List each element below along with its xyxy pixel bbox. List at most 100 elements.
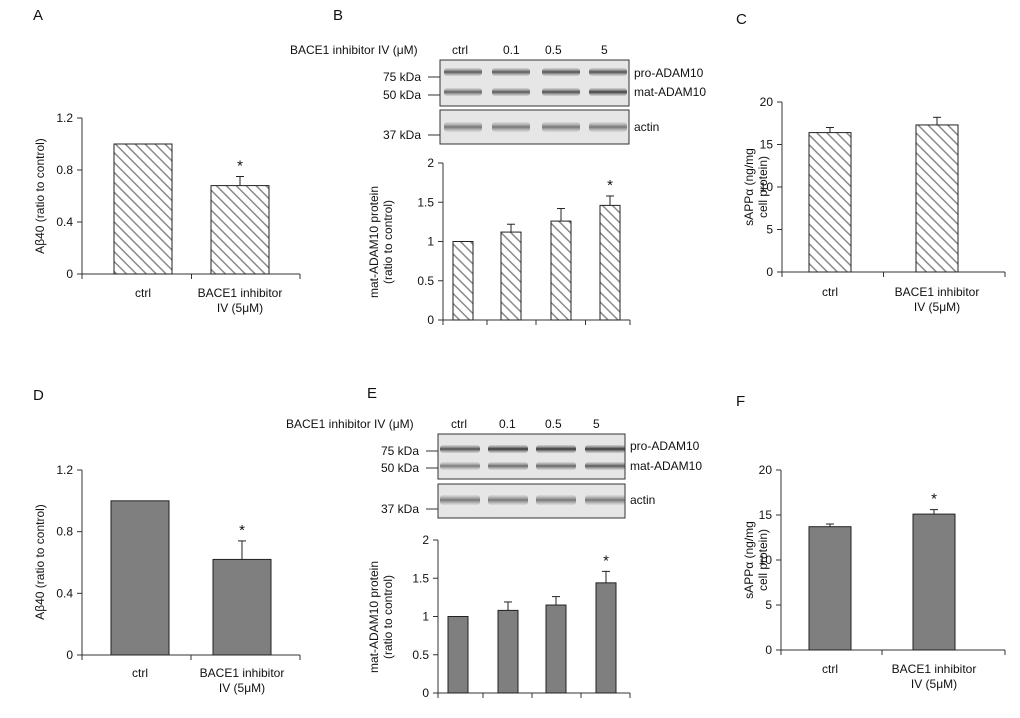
y-tick-label: 0.4	[56, 215, 73, 229]
category-label: BACE1 inhibitor IV (5μM)	[895, 285, 980, 314]
band-mat-adam10	[444, 88, 482, 96]
y-tick-label: 5	[765, 598, 772, 612]
blot-b-lane-5: 5	[601, 43, 608, 57]
chart-d: 0 0.4 0.8 1.2 ctrl * BACE1 inhibitor IV (5μM) Aβ…	[33, 463, 301, 695]
blot-b-lane-ctrl: ctrl	[452, 43, 468, 57]
significance-marker: *	[607, 177, 613, 194]
blot-e-lane-0-5: 0.5	[545, 417, 562, 431]
y-tick-label: 0	[66, 648, 73, 662]
y-axis-label: Aβ40 (ratio to control)	[33, 138, 47, 254]
blot-e-treatment-label: BACE1 inhibitor IV (μM)	[286, 417, 414, 431]
band-pro-adam10	[536, 445, 576, 453]
panel-label-a: A	[33, 7, 43, 24]
blot-b-adam10-membrane	[439, 59, 630, 107]
chart-e: 0 0.5 1 1.5 2 * mat-ADAM10 protein(ratio to co…	[367, 533, 631, 700]
y-tick-label: 5	[766, 223, 773, 237]
panel-label-e: E	[367, 385, 377, 402]
band-pro-adam10	[444, 68, 482, 76]
blot-b-marker-37: 37 kDa	[383, 128, 421, 142]
chart-b: 0 0.5 1 1.5 2 * mat-ADAM10 protein(ratio to co…	[367, 156, 631, 327]
western-blot-b: BACE1 inhibitor IV (μM) ctrl 0.1 0.5 5 7…	[290, 43, 706, 145]
bar	[212, 558, 272, 656]
y-tick-label: 0	[422, 686, 429, 700]
band-mat-adam10	[492, 88, 530, 96]
blot-b-lane-0-1: 0.1	[503, 43, 520, 57]
panel-label-b: B	[333, 7, 343, 24]
blot-e-band-pro-adam10: pro-ADAM10	[630, 439, 700, 453]
chart-a: 0 0.4 0.8 1.2 ctrl * BACE1 inhibitor IV (5μM) Aβ…	[33, 111, 301, 315]
blot-b-band-mat-adam10: mat-ADAM10	[634, 85, 706, 99]
category-label: ctrl	[132, 666, 148, 680]
y-tick-label: 0	[765, 643, 772, 657]
blot-b-marker-75: 75 kDa	[383, 70, 421, 84]
panel-label-d: D	[33, 387, 44, 404]
western-blot-e: BACE1 inhibitor IV (μM) ctrl 0.1 0.5 5 7…	[286, 417, 702, 519]
blot-e-lane-ctrl: ctrl	[451, 417, 467, 431]
y-tick-label: 2	[427, 156, 434, 170]
y-axis-label: mat-ADAM10 protein(ratio to control)	[367, 186, 395, 298]
y-axis-label: sAPPα (ng/mgcell protein)	[742, 521, 770, 599]
bar	[110, 500, 170, 656]
bar	[808, 132, 852, 273]
y-tick-label: 0.4	[56, 586, 73, 600]
band-mat-adam10	[488, 462, 528, 470]
band-pro-adam10	[542, 68, 580, 76]
y-tick-label: 2	[422, 533, 429, 547]
significance-marker: *	[603, 552, 609, 569]
blot-b-band-pro-adam10: pro-ADAM10	[634, 66, 704, 80]
y-tick-label: 0	[66, 267, 73, 281]
bar	[599, 204, 621, 321]
blot-b-lane-0-5: 0.5	[545, 43, 562, 57]
category-label: ctrl	[822, 662, 838, 676]
category-label: BACE1 inhibitor IV (5μM)	[198, 286, 283, 315]
category-label: BACE1 inhibitor IV (5μM)	[200, 666, 285, 695]
bar	[500, 231, 522, 321]
band-pro-adam10	[488, 445, 528, 453]
blot-e-marker-37: 37 kDa	[381, 502, 419, 516]
chart-f: 0 5 10 15 20 ctrl * BACE1 inhibitor IV (5μM) sAPP…	[742, 463, 1006, 691]
bar	[113, 143, 173, 275]
y-tick-label: 10	[760, 180, 774, 194]
bar	[545, 604, 567, 694]
bar	[497, 609, 519, 694]
significance-marker: *	[239, 522, 245, 539]
band-actin	[440, 495, 480, 505]
blot-e-lane-0-1: 0.1	[499, 417, 516, 431]
bar	[595, 582, 617, 694]
band-pro-adam10	[585, 445, 625, 453]
blot-b-treatment-label: BACE1 inhibitor IV (μM)	[290, 43, 418, 57]
y-tick-label: 0	[766, 265, 773, 279]
y-tick-label: 1.5	[417, 195, 434, 209]
bar	[915, 124, 959, 273]
panel-label-f: F	[736, 393, 745, 410]
chart-c: 0 5 10 15 20 ctrl BACE1 inhibitor IV (5μM) sAPPα…	[742, 95, 1006, 314]
y-tick-label: 1.2	[56, 111, 73, 125]
y-tick-label: 15	[759, 508, 773, 522]
y-axis-label: Aβ40 (ratio to control)	[33, 504, 47, 620]
blot-b-marker-50: 50 kDa	[383, 88, 421, 102]
y-tick-label: 1.2	[56, 463, 73, 477]
blot-b-band-actin: actin	[634, 120, 659, 134]
panel-label-c: C	[736, 11, 747, 28]
blot-e-lane-5: 5	[593, 417, 600, 431]
blot-e-marker-75: 75 kDa	[381, 444, 419, 458]
y-tick-label: 10	[759, 553, 773, 567]
y-tick-label: 0.8	[56, 163, 73, 177]
blot-e-adam10-membrane	[437, 433, 626, 480]
band-actin	[589, 122, 627, 132]
band-actin	[585, 495, 625, 505]
y-axis-label: sAPPα (ng/mgcell protein)	[742, 148, 770, 226]
significance-marker: *	[237, 158, 243, 175]
y-tick-label: 0.5	[412, 648, 429, 662]
bar	[912, 513, 956, 651]
y-tick-label: 20	[759, 463, 773, 477]
blot-e-marker-50: 50 kDa	[381, 461, 419, 475]
bar	[210, 185, 270, 275]
y-tick-label: 1.5	[412, 571, 429, 585]
band-pro-adam10	[589, 68, 627, 76]
blot-e-band-actin: actin	[630, 493, 655, 507]
band-actin	[444, 122, 482, 132]
band-actin	[488, 495, 528, 505]
bar	[550, 220, 572, 321]
